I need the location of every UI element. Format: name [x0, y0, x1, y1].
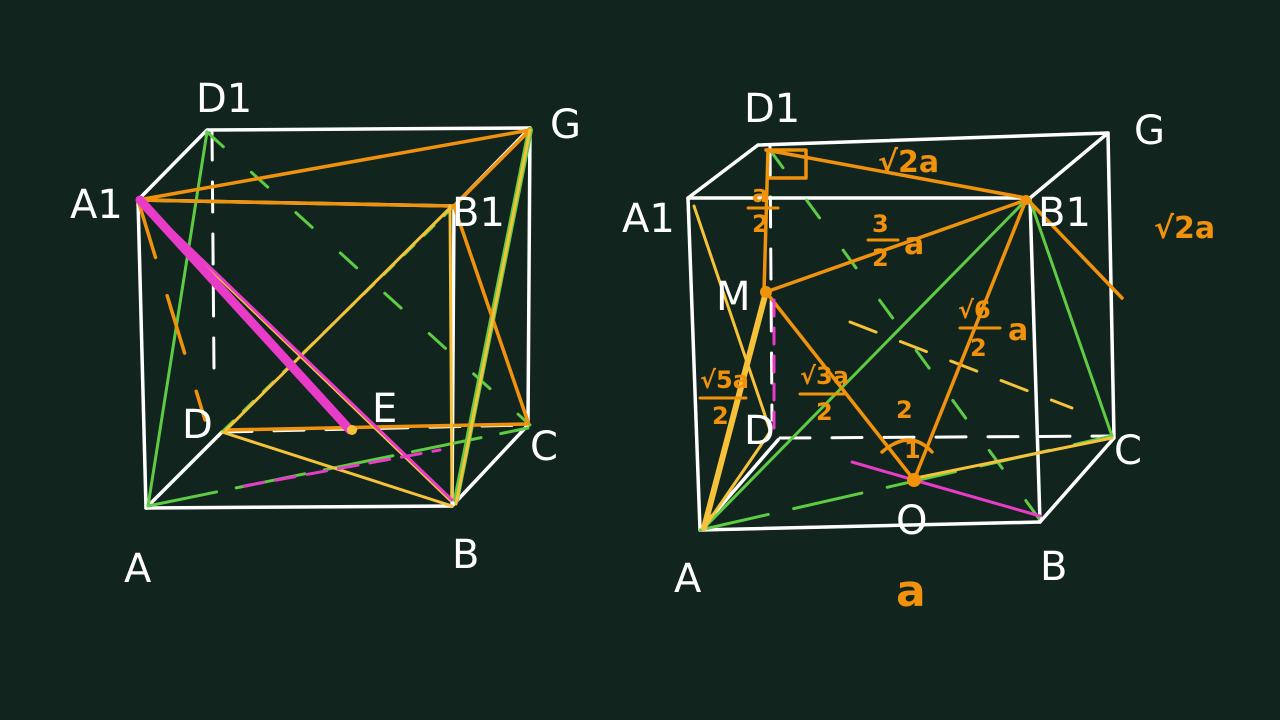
- point-o-dot: [907, 473, 921, 487]
- label-right-m: M: [716, 274, 751, 320]
- annotation-side-b1: √2a: [1154, 211, 1215, 246]
- right-orange-lines: [762, 148, 1124, 482]
- label-right-d1: D1: [744, 86, 800, 132]
- label-right-d: D: [744, 408, 775, 454]
- point-b1-dot: [1021, 195, 1031, 205]
- annotation-am-num: √5a: [700, 366, 749, 394]
- label-right-c: C: [1114, 428, 1142, 474]
- label-left-a1: A1: [70, 182, 123, 228]
- point-e-dot: [347, 425, 357, 435]
- right-cube-hidden-edges: [768, 143, 1116, 440]
- right-labels: D1 G A1 B1 M D C A B O: [622, 86, 1165, 602]
- annotation-am-den: 2: [712, 402, 729, 430]
- right-cube: [686, 131, 1124, 532]
- label-right-o: O: [896, 498, 927, 544]
- annotation-dm-den: 2: [752, 210, 769, 238]
- label-left-d: D: [182, 402, 213, 448]
- annotation-bottom-a: a: [896, 566, 926, 617]
- annotation-ob1-num: √6: [958, 296, 991, 324]
- label-left-e: E: [372, 386, 397, 432]
- annotation-ob1-den: 2: [970, 334, 987, 362]
- left-labels: D1 G A1 B1 D E C A B: [70, 76, 581, 592]
- left-cube-hidden-edges: [210, 128, 530, 434]
- annotation-d1b1: √2a: [878, 145, 939, 180]
- label-right-a: A: [674, 556, 702, 602]
- annotation-mb1-num: 3: [872, 210, 889, 238]
- label-right-b1: B1: [1038, 190, 1091, 236]
- point-m-dot: [760, 286, 772, 298]
- label-right-b: B: [1040, 544, 1067, 590]
- left-cube: [135, 126, 533, 510]
- left-magenta-lines: [135, 195, 454, 502]
- label-left-c: C: [530, 424, 558, 470]
- annotation-angle-top: 2: [896, 396, 913, 424]
- annotation-ob1-a: a: [1008, 313, 1028, 348]
- label-right-c1: G: [1134, 108, 1165, 154]
- label-left-d1: D1: [196, 76, 252, 122]
- annotation-mo-num: √3a: [800, 362, 849, 390]
- label-left-a: A: [124, 546, 152, 592]
- label-left-c1: G: [550, 102, 581, 148]
- annotation-mo-den: 2: [816, 398, 833, 426]
- annotation-mb1-den: 2: [872, 244, 889, 272]
- label-left-b: B: [452, 532, 479, 578]
- annotation-dm-num: a: [752, 180, 768, 208]
- label-left-b1: B1: [452, 190, 505, 236]
- annotation-angle-bottom: 1: [904, 436, 921, 464]
- fraction-bars: [698, 206, 1002, 400]
- annotation-mb1-a: a: [904, 227, 924, 262]
- label-right-a1: A1: [622, 196, 675, 242]
- right-annotations: √2a √2a a 2 3 2 a √5a 2 √3a 2 √6 a 2 2 1…: [700, 145, 1215, 617]
- left-cube-edges: [136, 126, 532, 510]
